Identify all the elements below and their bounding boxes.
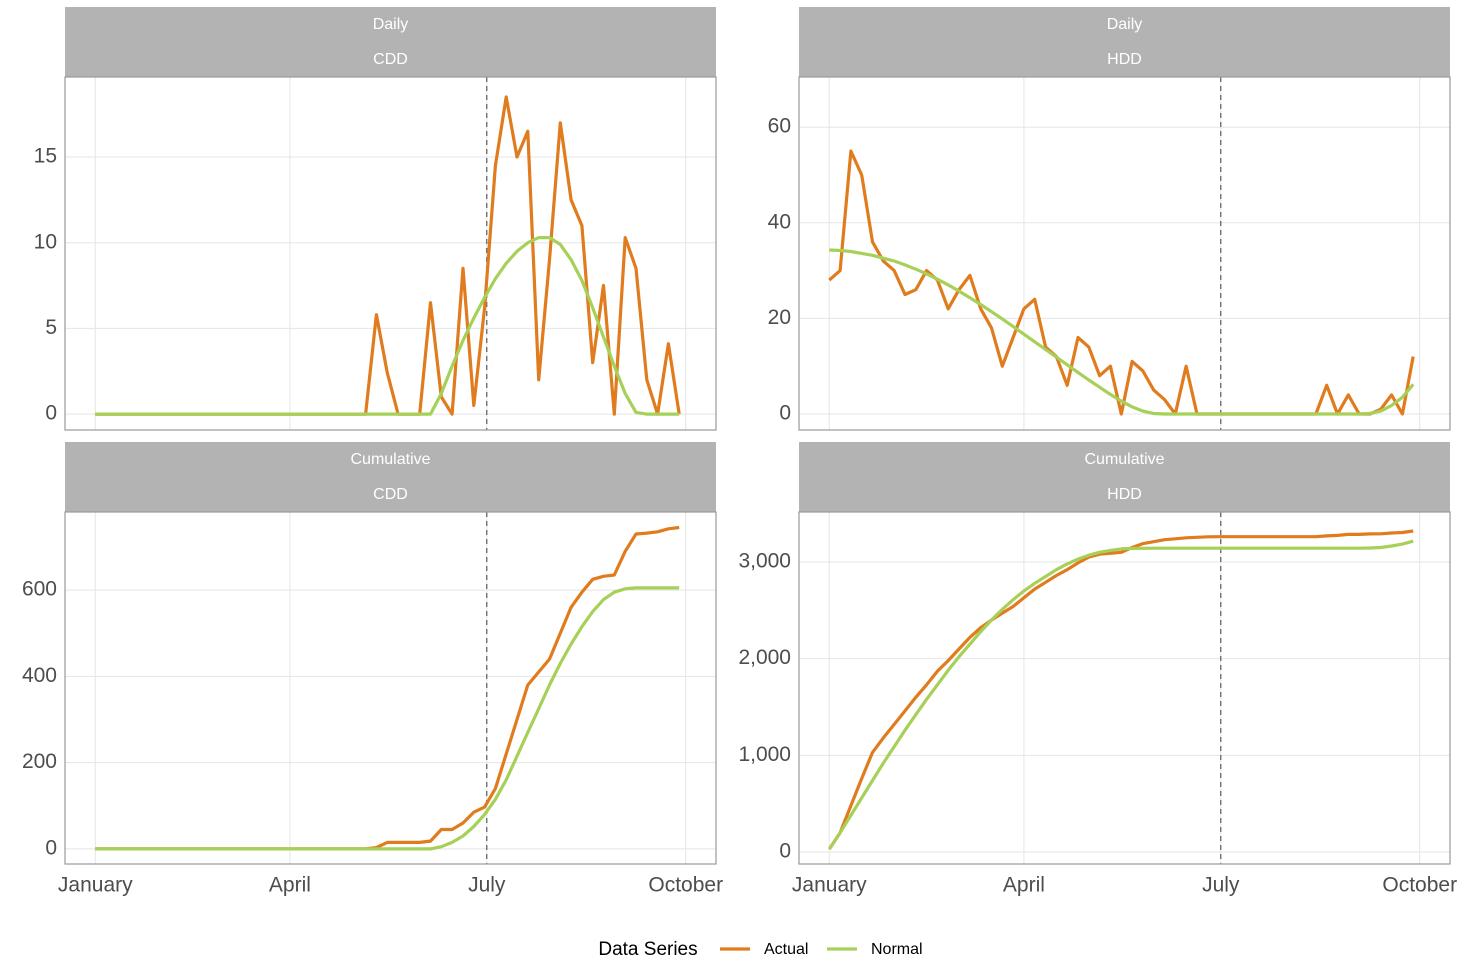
x-tick-label: July: [1202, 874, 1240, 897]
strip-label: Daily: [373, 16, 409, 33]
strip-label: HDD: [1107, 51, 1142, 68]
y-tick-label: 0: [45, 836, 57, 859]
panel-border: [798, 76, 1451, 431]
strip: [65, 7, 716, 77]
legend-title: Data Series: [598, 939, 697, 960]
series-line: [829, 248, 1415, 416]
x-tick-label: January: [792, 874, 867, 897]
x-tick-label: April: [269, 874, 311, 897]
strip: [799, 442, 1450, 512]
y-tick-label: 5: [45, 316, 57, 339]
panel-border: [798, 511, 1451, 865]
legend-label: Actual: [764, 941, 808, 958]
y-tick-label: 20: [768, 306, 791, 329]
legend-label: Normal: [871, 941, 923, 958]
strip: [65, 442, 716, 512]
y-tick-label: 0: [779, 402, 791, 425]
strip-label: HDD: [1107, 486, 1142, 503]
y-tick-label: 200: [22, 750, 57, 773]
strip-label: Cumulative: [350, 451, 430, 468]
x-tick-label: October: [648, 874, 723, 897]
x-tick-label: January: [58, 874, 133, 897]
y-tick-label: 1,000: [738, 743, 791, 766]
y-tick-label: 2,000: [738, 646, 791, 669]
strip-label: CDD: [373, 486, 408, 503]
y-tick-label: 40: [768, 210, 791, 233]
series-line: [95, 525, 680, 851]
y-tick-label: 3,000: [738, 550, 791, 573]
series-line: [827, 529, 1414, 850]
series-line: [827, 539, 1414, 850]
y-tick-label: 10: [34, 230, 57, 253]
strip: [799, 7, 1450, 77]
x-tick-label: April: [1003, 874, 1045, 897]
y-tick-label: 15: [34, 145, 57, 168]
strip-label: Daily: [1107, 16, 1143, 33]
x-tick-label: October: [1382, 874, 1457, 897]
series-line: [828, 149, 1415, 416]
x-tick-label: July: [468, 874, 506, 897]
y-tick-label: 60: [768, 115, 791, 138]
strip-label: CDD: [373, 51, 408, 68]
series-line: [95, 95, 681, 416]
series-line: [95, 586, 680, 851]
panel-border: [64, 511, 717, 865]
series-line: [95, 236, 680, 416]
y-tick-label: 0: [779, 840, 791, 863]
y-tick-label: 400: [22, 664, 57, 687]
y-tick-label: 0: [45, 402, 57, 425]
y-tick-label: 600: [22, 578, 57, 601]
panel-border: [64, 76, 717, 431]
strip-label: Cumulative: [1084, 451, 1164, 468]
